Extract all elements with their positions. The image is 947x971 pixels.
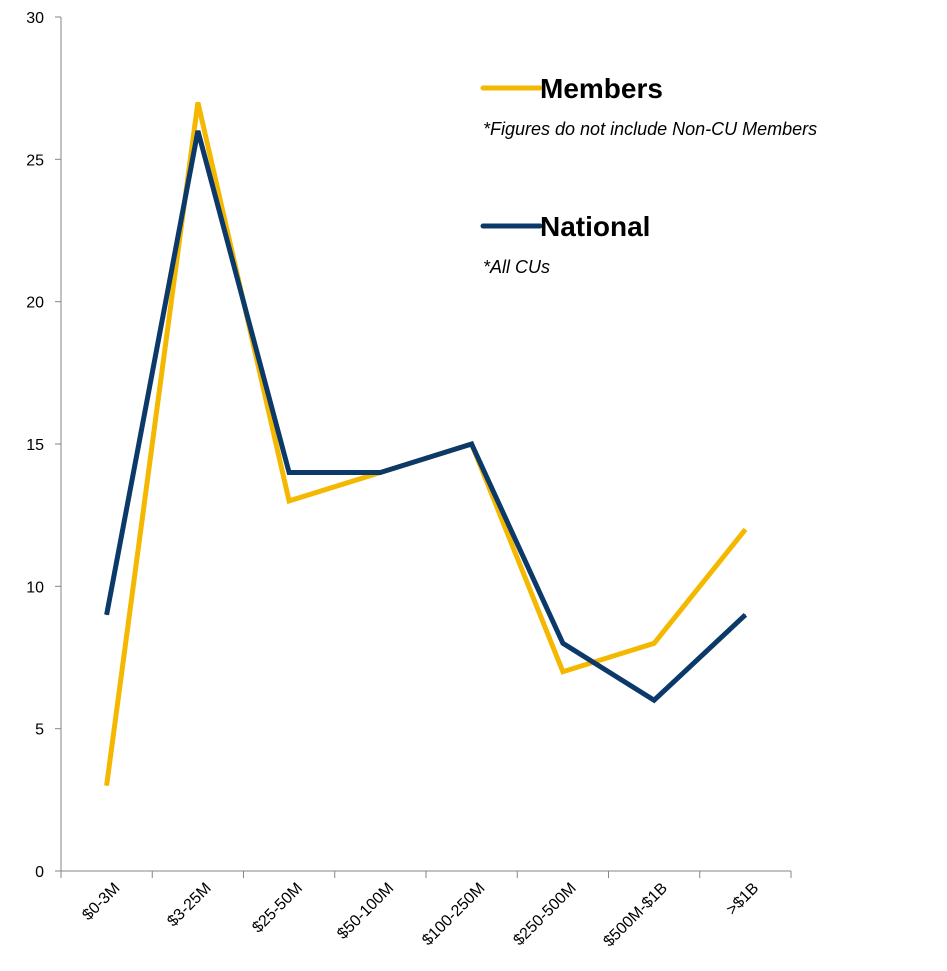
y-tick-label: 0 (35, 864, 44, 881)
data-point-national (379, 471, 381, 473)
data-point-members (106, 785, 108, 787)
data-point-national (562, 642, 564, 644)
x-tick-label: $3-25M (164, 880, 214, 930)
x-axis-ticks: $0-3M $3-25M $25-50M $50-100M $100-250M $250-… (60, 871, 792, 951)
data-point-members (744, 528, 746, 530)
series-national (104, 130, 748, 704)
y-tick-label: 20 (26, 295, 44, 312)
legend-label-national: National (540, 211, 650, 242)
data-point-national (288, 471, 290, 473)
data-point-members (562, 671, 564, 673)
legend: Members *Figures do not include Non-CU M… (480, 73, 817, 277)
data-point-national (471, 443, 473, 445)
axes (60, 17, 791, 872)
y-tick-label: 30 (26, 10, 44, 27)
legend-item-members: Members *Figures do not include Non-CU M… (480, 73, 817, 139)
x-tick-label: $100-250M (419, 880, 488, 949)
data-point-members (288, 500, 290, 502)
y-tick-label: 15 (26, 437, 44, 454)
legend-note-national: *All CUs (483, 257, 550, 277)
data-point-members (197, 101, 199, 103)
x-tick-label: $500M-$1B (600, 880, 671, 951)
series-line-national (104, 130, 748, 704)
x-tick-label: $50-100M (334, 880, 397, 943)
data-point-national (197, 130, 199, 132)
legend-label-members: Members (540, 73, 663, 104)
y-tick-label: 25 (26, 152, 44, 169)
x-tick-label: $0-3M (79, 880, 123, 924)
data-point-national (106, 614, 108, 616)
data-point-national (744, 614, 746, 616)
series-line-members (104, 101, 748, 786)
y-tick-label: 10 (26, 579, 44, 596)
legend-item-national: National *All CUs (480, 211, 650, 277)
x-tick-label: $250-500M (510, 880, 579, 949)
data-point-national (653, 699, 655, 701)
y-axis-ticks: 0 5 10 15 20 25 30 (26, 10, 61, 881)
x-tick-label: >$1B (723, 880, 762, 919)
data-point-members (653, 642, 655, 644)
y-tick-label: 5 (35, 722, 44, 739)
legend-note-members: *Figures do not include Non-CU Members (483, 119, 817, 139)
series-members (104, 101, 748, 787)
series-layer (104, 101, 748, 787)
x-tick-label: $25-50M (249, 880, 306, 937)
